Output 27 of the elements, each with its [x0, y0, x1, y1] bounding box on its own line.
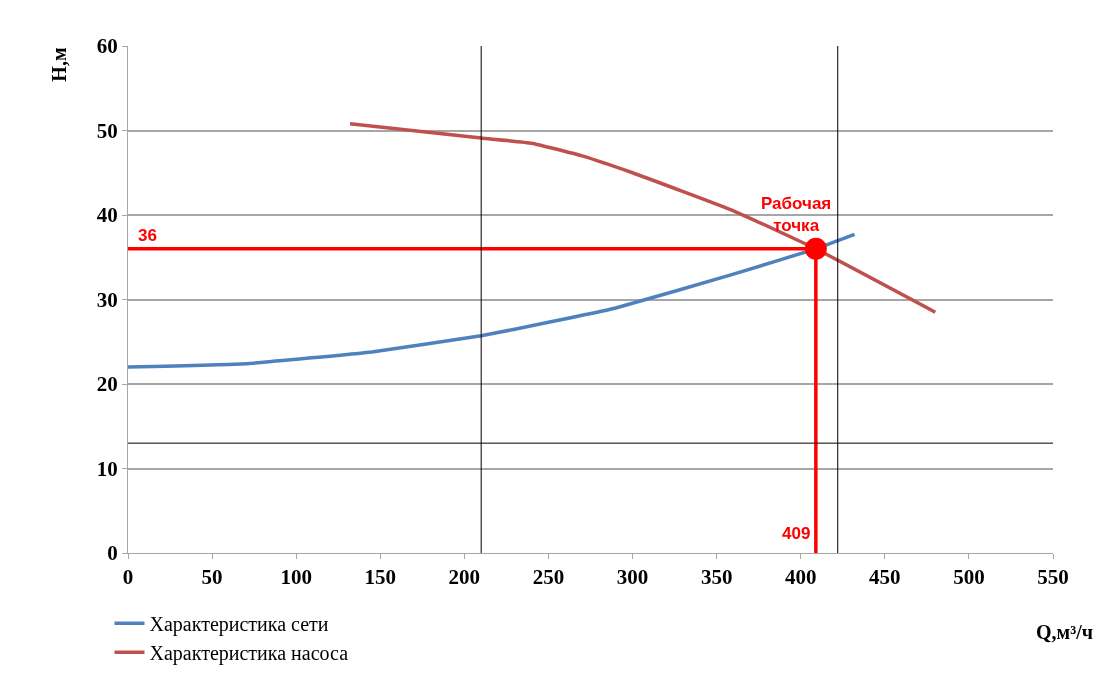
annotation: Рабочая точка — [761, 194, 832, 236]
y-tick-label: 0 — [107, 541, 118, 566]
line-series — [348, 121, 938, 314]
y-tick-label: 10 — [96, 456, 118, 481]
x-tick-label: 200 — [448, 565, 481, 590]
annotation: 409 — [782, 524, 811, 543]
annotation: 36 — [138, 226, 157, 245]
x-tick-label: 500 — [953, 565, 985, 590]
x-tick-label: 400 — [784, 565, 817, 590]
x-tick-label: 450 — [869, 565, 901, 590]
x-tick-label: 350 — [700, 565, 733, 590]
y-tick-label: 50 — [96, 118, 118, 143]
y-axis-title: Н,м — [47, 47, 70, 82]
y-tick-label: 40 — [96, 203, 118, 228]
x-axis-title: Q,м³/ч — [1036, 621, 1094, 643]
x-tick-label: 550 — [1037, 565, 1069, 590]
legend-label: Характеристика насоса — [149, 642, 349, 665]
x-tick-label: 250 — [532, 565, 565, 590]
x-tick-label: 50 — [201, 565, 223, 590]
y-tick-label: 30 — [96, 287, 118, 312]
x-tick-label: 300 — [616, 565, 649, 590]
y-tick-label: 20 — [96, 372, 118, 397]
y-tick-label: 60 — [96, 34, 118, 59]
x-tick-label: 150 — [364, 565, 397, 590]
x-tick-label: 100 — [280, 565, 312, 590]
legend-label: Характеристика сети — [149, 613, 329, 636]
x-tick-label: 0 — [122, 565, 134, 590]
